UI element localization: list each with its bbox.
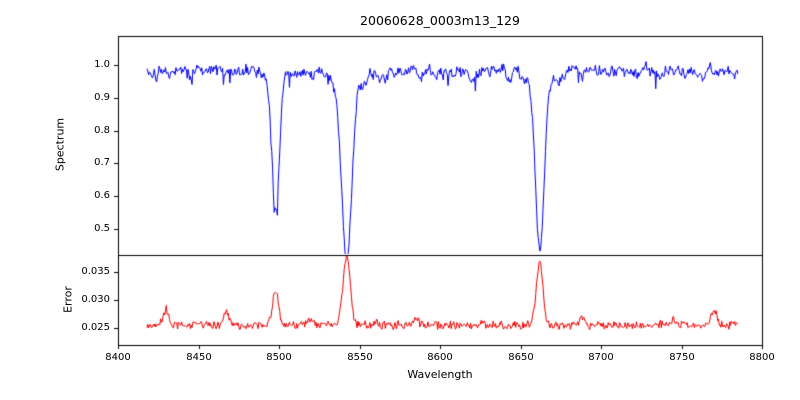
spectrum-tick-label: 0.5 [94,223,110,234]
error-tick-label: 0.025 [81,322,110,333]
spectrum-tick-label: 0.9 [94,92,110,103]
spectrum-tick-label: 0.7 [94,157,110,168]
x-tick-label: 8600 [427,352,453,363]
error-tick-label: 0.030 [81,294,110,305]
error-tick-label: 0.035 [81,266,110,277]
spectrum-tick-label: 0.6 [94,190,110,201]
spectrum-tick-label: 0.8 [94,125,110,136]
x-tick-label: 8800 [749,352,775,363]
x-tick-label: 8400 [105,352,131,363]
chart-title: 20060628_0003m13_129 [360,13,520,28]
spectrum-tick-label: 1.0 [94,59,110,70]
x-tick-label: 8700 [588,352,614,363]
x-tick-label: 8550 [347,352,373,363]
x-axis-label: Wavelength [407,368,473,381]
x-tick-label: 8500 [266,352,292,363]
x-tick-label: 8450 [186,352,212,363]
x-tick-label: 8750 [669,352,695,363]
x-tick-label: 8650 [508,352,534,363]
